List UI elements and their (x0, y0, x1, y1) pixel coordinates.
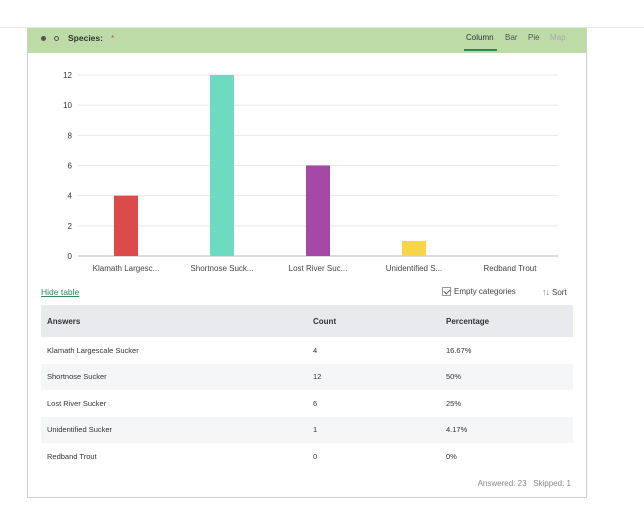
cell-percentage: 4.17% (446, 425, 468, 435)
chart-bar[interactable] (210, 75, 234, 256)
skipped-count: Skipped: 1 (533, 479, 571, 488)
hollow-dot-icon (54, 36, 59, 41)
chart-bar[interactable] (402, 240, 426, 256)
y-tick-label: 10 (63, 101, 72, 110)
x-tick-label: Shortnose Suck... (190, 264, 253, 273)
cell-count: 4 (313, 345, 318, 355)
empty-categories-toggle[interactable]: Empty categories (442, 287, 516, 296)
sort-arrows-icon: ↑↓ (542, 287, 550, 297)
x-tick-label: Lost River Suc... (289, 264, 348, 273)
page-top-strip (0, 0, 644, 28)
hide-table-link[interactable]: Hide table (41, 287, 80, 297)
question-header: Species: * Column Bar Pie Map (28, 28, 586, 53)
header-percentage: Percentage (446, 316, 490, 326)
sort-label: Sort (552, 287, 567, 297)
chart-bar[interactable] (114, 195, 138, 256)
cell-answer: Unidentified Sucker (47, 425, 113, 435)
y-tick-label: 12 (63, 71, 72, 80)
active-tab-underline (464, 49, 497, 51)
x-tick-label: Klamath Largesc... (93, 264, 160, 273)
chart-bars (114, 75, 426, 256)
cell-count: 0 (313, 451, 318, 461)
table-row: Redband Trout 0 0% (41, 443, 573, 470)
response-summary: Answered: 23 Skipped: 1 (478, 479, 571, 488)
cell-answer: Klamath Largescale Sucker (47, 345, 139, 355)
x-tick-label: Redband Trout (484, 264, 538, 273)
cell-answer: Shortnose Sucker (47, 372, 107, 382)
table-row: Shortnose Sucker 12 50% (41, 363, 573, 390)
sort-button[interactable]: ↑↓ Sort (542, 287, 567, 297)
tab-map: Map (550, 33, 566, 42)
header-answers: Answers (47, 316, 81, 326)
empty-categories-label: Empty categories (454, 287, 516, 296)
x-tick-label: Unidentified S... (386, 264, 442, 273)
cell-percentage: 16.67% (446, 345, 472, 355)
tab-pie[interactable]: Pie (528, 33, 540, 42)
results-table: Answers Count Percentage Klamath Largesc… (41, 305, 573, 470)
cell-count: 12 (313, 372, 322, 382)
column-chart: 0 2 4 6 8 10 12 Klamath Largesc... Shortnose Su… (63, 71, 558, 273)
question-result-card: Species: * Column Bar Pie Map 0 2 4 6 8 10 12 … (27, 28, 587, 498)
y-tick-label: 4 (68, 192, 73, 201)
table-row: Lost River Sucker 6 25% (41, 390, 573, 417)
question-label: Species: (68, 33, 103, 43)
checkbox-checked-icon[interactable] (442, 287, 451, 296)
table-row: Klamath Largescale Sucker 4 16.67% (41, 337, 573, 364)
cell-percentage: 50% (446, 372, 462, 382)
cell-answer: Lost River Sucker (47, 398, 107, 408)
y-tick-label: 6 (68, 162, 73, 171)
y-tick-label: 2 (68, 222, 73, 231)
y-axis-ticks: 0 2 4 6 8 10 12 (63, 71, 72, 261)
y-tick-label: 8 (68, 131, 73, 140)
answered-count: Answered: 23 (477, 479, 527, 488)
required-marker: * (111, 33, 115, 43)
table-row: Unidentified Sucker 1 4.17% (41, 416, 573, 443)
cell-percentage: 25% (446, 398, 462, 408)
x-axis-labels: Klamath Largesc... Shortnose Suck... Lost … (93, 264, 538, 273)
tab-bar[interactable]: Bar (505, 33, 518, 42)
filled-dot-icon (41, 36, 46, 41)
cell-answer: Redband Trout (47, 451, 97, 461)
y-tick-label: 0 (68, 252, 73, 261)
header-count: Count (313, 316, 337, 326)
table-header: Answers Count Percentage (41, 305, 573, 337)
chart-bar[interactable] (306, 165, 330, 257)
cell-count: 6 (313, 398, 318, 408)
cell-count: 1 (313, 425, 318, 435)
cell-percentage: 0% (446, 451, 457, 461)
tab-column[interactable]: Column (466, 33, 494, 42)
